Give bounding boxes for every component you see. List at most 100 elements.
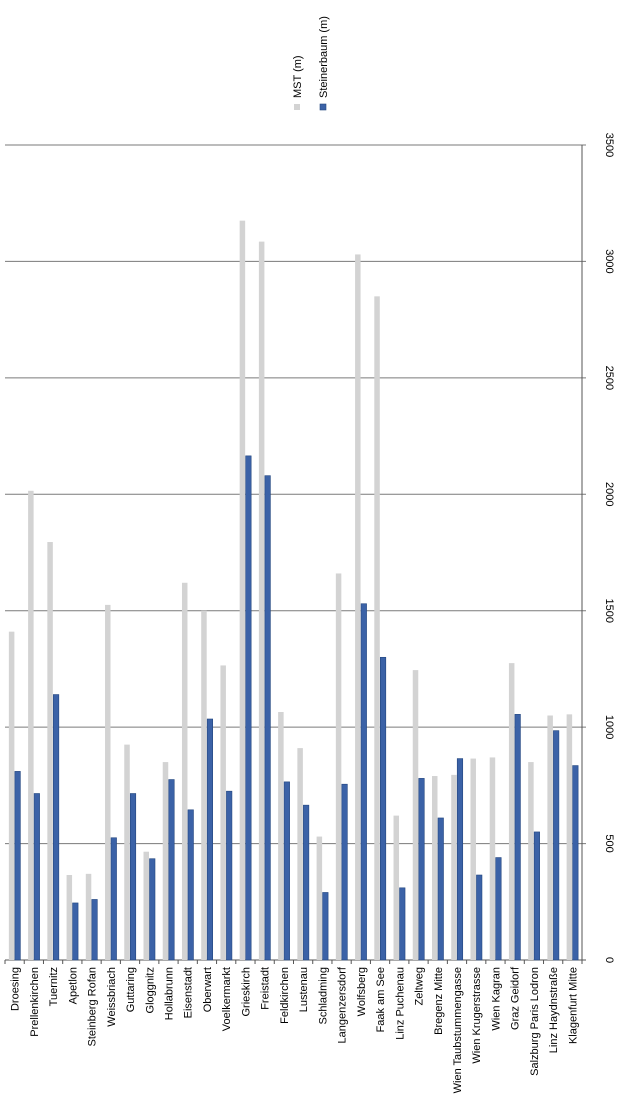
legend-swatch bbox=[319, 103, 327, 111]
bar-mst bbox=[143, 851, 149, 960]
bar-steinerbaum bbox=[533, 831, 540, 961]
category-label: Klagenfurt Mitte bbox=[567, 967, 579, 1044]
bar-mst bbox=[28, 490, 34, 960]
bar-mst bbox=[105, 604, 111, 960]
value-tick-label: 2000 bbox=[603, 482, 615, 506]
category-label: Schladming bbox=[317, 967, 329, 1024]
bar-steinerbaum bbox=[456, 758, 464, 961]
legend-label: MST (m) bbox=[292, 55, 304, 98]
gridlines bbox=[5, 144, 586, 961]
category-label: Wolfsberg bbox=[356, 967, 368, 1016]
bar-mst bbox=[85, 873, 92, 960]
category-label: Salzburg Paris Lodron bbox=[529, 967, 541, 1076]
bar-steinerbaum bbox=[91, 899, 98, 961]
category-label: Steinberg Rofan bbox=[87, 967, 99, 1047]
bar-steinerbaum bbox=[399, 887, 406, 961]
category-label: Wien Taubstummengasse bbox=[452, 967, 464, 1093]
bar-mst bbox=[316, 836, 323, 960]
bar-steinerbaum bbox=[187, 809, 194, 961]
bar-mst bbox=[239, 220, 246, 960]
category-label: Feldkirchen bbox=[279, 967, 291, 1024]
bar-steinerbaum bbox=[572, 765, 579, 961]
bar-steinerbaum bbox=[110, 837, 117, 961]
category-label: Hollabrunn bbox=[163, 967, 175, 1020]
value-tick-label: 500 bbox=[603, 834, 615, 852]
category-label: Zeltweg bbox=[414, 967, 426, 1006]
legend-swatch bbox=[294, 104, 300, 110]
bar-mst bbox=[508, 663, 515, 960]
bar-steinerbaum bbox=[322, 892, 329, 961]
bar-steinerbaum bbox=[495, 857, 502, 961]
bar-mst bbox=[393, 815, 400, 960]
bar-steinerbaum bbox=[129, 793, 137, 961]
bar-steinerbaum bbox=[476, 874, 483, 961]
bar-steinerbaum bbox=[553, 730, 560, 961]
legend: MST (m) Steinerbaum (m) bbox=[292, 16, 330, 111]
value-tick-label: 3000 bbox=[603, 249, 615, 273]
value-tick-label: 2500 bbox=[603, 366, 615, 390]
bar-mst bbox=[220, 665, 226, 960]
bar-mst bbox=[528, 762, 534, 960]
category-label: Wien Krugerstrasse bbox=[471, 967, 483, 1064]
bar-steinerbaum bbox=[360, 603, 367, 961]
bar-mst bbox=[297, 748, 303, 960]
bar-steinerbaum bbox=[303, 804, 310, 961]
bar-steinerbaum bbox=[33, 793, 40, 961]
category-label: Prellenkirchen bbox=[29, 967, 41, 1037]
category-label: Apetlon bbox=[67, 967, 79, 1004]
bar-mst bbox=[374, 296, 380, 960]
legend-label: Steinerbaum (m) bbox=[318, 16, 330, 98]
category-label: Langenzersdorf bbox=[337, 966, 349, 1043]
bar-mst bbox=[451, 774, 457, 960]
bar-steinerbaum bbox=[14, 771, 21, 961]
bar-mst bbox=[412, 670, 419, 960]
bar-steinerbaum bbox=[149, 858, 156, 961]
bar-steinerbaum bbox=[226, 790, 233, 961]
bar-steinerbaum bbox=[418, 778, 425, 961]
category-axis-ticks: Droesing Prellenkirchen Tuernitz Apetlon Ste… bbox=[4, 960, 583, 1093]
bar-steinerbaum bbox=[245, 455, 252, 961]
bar-mst bbox=[181, 582, 188, 960]
category-label: Voelkermarkt bbox=[221, 967, 233, 1031]
bars bbox=[8, 220, 579, 961]
bar-mst bbox=[162, 762, 169, 960]
bar-steinerbaum bbox=[206, 718, 213, 961]
category-label: Guttaring bbox=[125, 967, 137, 1012]
value-axis-ticks: 0 500 1000 1500 2000 2500 3000 3500 bbox=[603, 133, 615, 963]
bar-steinerbaum bbox=[264, 475, 271, 961]
bar-steinerbaum bbox=[168, 779, 175, 961]
category-label: Eisenstadt bbox=[183, 967, 195, 1018]
category-label: Graz Geidorf bbox=[510, 966, 522, 1030]
value-tick-label: 3500 bbox=[603, 133, 615, 157]
category-label: Wien Kagran bbox=[490, 967, 502, 1031]
bar-steinerbaum bbox=[437, 817, 444, 961]
bar-steinerbaum bbox=[72, 902, 79, 961]
category-label: Linz Puchenau bbox=[394, 967, 406, 1040]
bar-mst bbox=[278, 712, 284, 960]
bar-steinerbaum bbox=[514, 714, 521, 961]
category-label: Droesing bbox=[10, 967, 22, 1011]
bar-mst bbox=[258, 241, 265, 960]
bar-steinerbaum bbox=[53, 694, 60, 961]
value-tick-label: 1500 bbox=[603, 598, 615, 622]
bar-mst bbox=[201, 610, 207, 960]
category-label: Gloggnitz bbox=[144, 967, 156, 1013]
bar-mst bbox=[124, 744, 130, 960]
category-label: Lustenau bbox=[298, 967, 310, 1012]
bar-mst bbox=[335, 573, 342, 960]
bar-mst bbox=[470, 758, 476, 960]
value-tick-label: 1000 bbox=[603, 715, 615, 739]
category-label: Grieskirch bbox=[240, 967, 252, 1017]
bar-mst bbox=[547, 715, 553, 960]
bar-mst bbox=[432, 776, 438, 960]
bar-mst bbox=[47, 542, 53, 960]
bar-steinerbaum bbox=[379, 656, 387, 961]
category-label: Oberwart bbox=[202, 967, 214, 1012]
category-label: Faak am See bbox=[375, 967, 387, 1032]
bar-steinerbaum bbox=[341, 783, 348, 961]
category-label: Freistadt bbox=[260, 967, 272, 1010]
bar-mst bbox=[355, 254, 361, 960]
bar-mst bbox=[8, 631, 15, 960]
category-label: Linz Haydnstraße bbox=[548, 967, 560, 1053]
